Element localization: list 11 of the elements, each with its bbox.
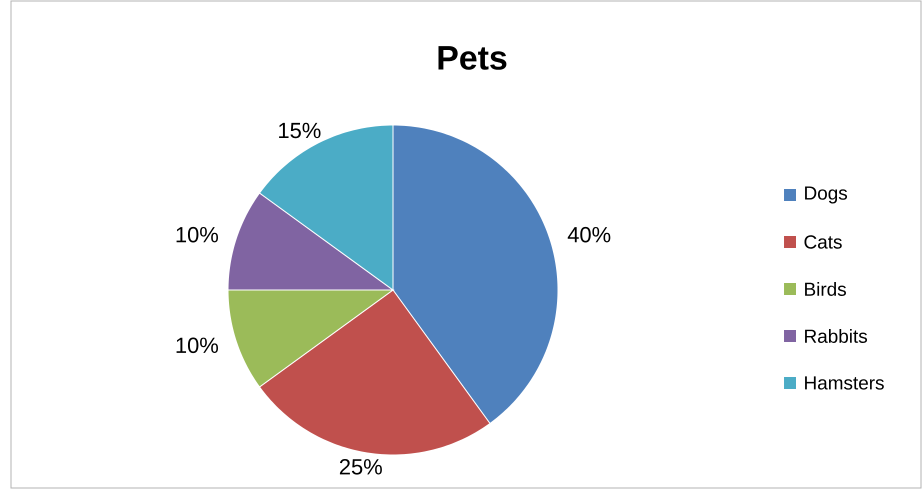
legend-label: Hamsters: [805, 376, 884, 390]
data-label: 25%: [340, 459, 382, 475]
chart-title: Pets: [438, 46, 506, 70]
data-label: 10%: [176, 338, 218, 354]
legend-label: Cats: [804, 235, 842, 249]
data-label: 40%: [568, 226, 610, 242]
data-label: 10%: [176, 226, 218, 242]
legend-label: Rabbits: [805, 329, 868, 343]
legend-label: Birds: [805, 282, 846, 296]
legend-label: Dogs: [805, 186, 848, 204]
data-label: 15%: [279, 122, 321, 138]
